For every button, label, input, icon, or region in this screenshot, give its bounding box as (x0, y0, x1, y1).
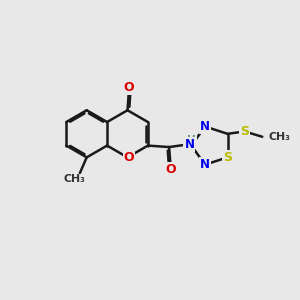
Text: N: N (200, 120, 210, 133)
Text: O: O (165, 163, 176, 176)
Text: S: S (223, 151, 232, 164)
Text: N: N (184, 138, 194, 151)
Text: S: S (240, 125, 249, 138)
Text: O: O (124, 151, 134, 164)
Text: H: H (188, 135, 196, 145)
Text: N: N (200, 158, 210, 171)
Text: CH₃: CH₃ (64, 174, 86, 184)
Text: CH₃: CH₃ (269, 132, 291, 142)
Text: O: O (124, 81, 134, 94)
